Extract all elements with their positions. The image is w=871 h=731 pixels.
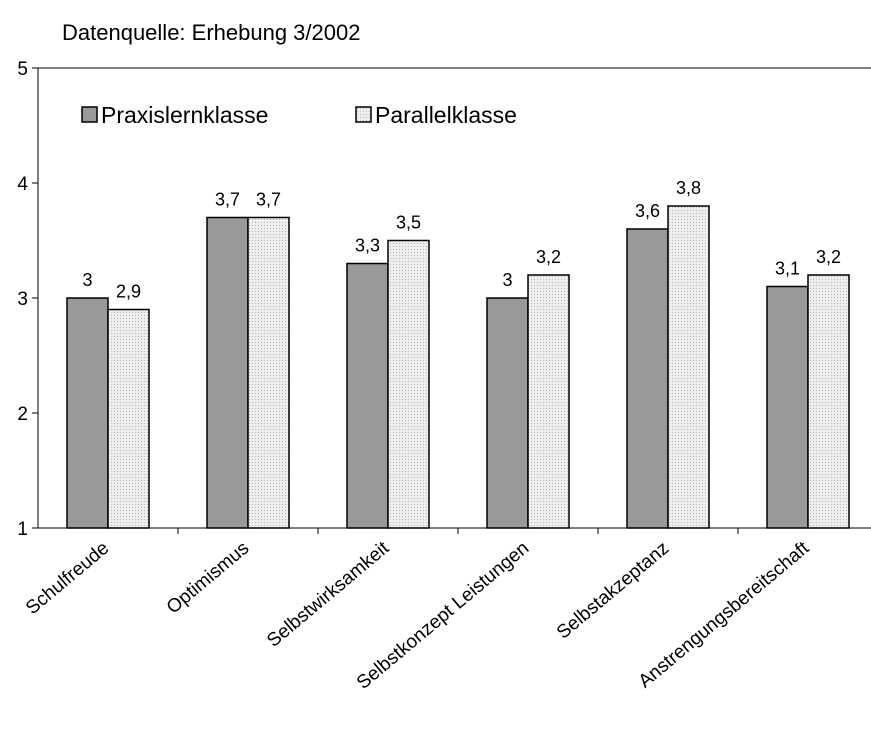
bar [66, 297, 109, 529]
value-label: 3,6 [635, 201, 660, 221]
legend-label: Parallelklasse [375, 102, 517, 128]
x-tick-label: Selbstakzeptanz [553, 538, 673, 644]
value-label: 2,9 [116, 282, 141, 302]
value-label: 3,2 [536, 247, 561, 267]
chart-title: Datenquelle: Erhebung 3/2002 [62, 20, 360, 45]
value-label: 3,8 [676, 178, 701, 198]
value-label: 3,7 [256, 190, 281, 210]
bar [486, 297, 529, 529]
value-label: 3,1 [775, 259, 800, 279]
bar [766, 285, 809, 529]
bar [206, 216, 249, 529]
y-tick-label: 5 [17, 59, 28, 80]
value-label: 3,7 [215, 190, 240, 210]
y-tick-label: 3 [17, 289, 28, 310]
x-tick-label: Optimismus [163, 538, 253, 619]
legend-swatch [355, 106, 372, 123]
bar [626, 228, 669, 529]
x-tick-label: Schulfreude [22, 538, 113, 619]
bar [387, 239, 430, 529]
legend-label: Praxislernklasse [101, 102, 268, 128]
value-label: 3,3 [355, 236, 380, 256]
y-tick-label: 1 [17, 519, 28, 540]
bar [667, 205, 710, 529]
value-label: 3 [502, 270, 512, 290]
x-tick-label: Selbstwirksamkeit [263, 537, 394, 651]
value-label: 3 [82, 270, 92, 290]
y-tick-label: 2 [17, 404, 28, 425]
bar [107, 308, 150, 529]
bar [346, 262, 389, 529]
bar [247, 216, 290, 529]
bar [527, 274, 570, 529]
legend-swatch [81, 106, 98, 123]
y-tick-label: 4 [17, 174, 28, 195]
value-label: 3,2 [816, 247, 841, 267]
bar [807, 274, 850, 529]
value-label: 3,5 [396, 213, 421, 233]
